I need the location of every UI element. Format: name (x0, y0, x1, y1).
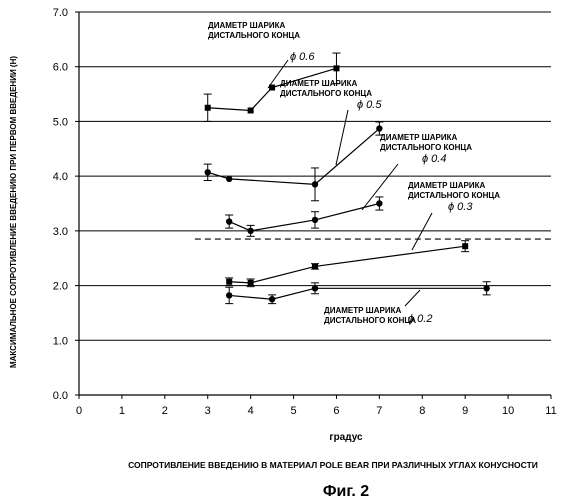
y-tick-label: 2.0 (53, 281, 68, 293)
y-tick-label: 5.0 (53, 116, 68, 128)
annotation-text: ДИАМЕТР ШАРИКА (380, 133, 457, 142)
x-tick-label: 8 (419, 405, 425, 417)
x-tick-label: 3 (205, 405, 211, 417)
data-point (376, 125, 382, 131)
annotation-diameter: ϕ 0.5 (357, 99, 382, 111)
annotation-leader (405, 290, 420, 306)
data-point (226, 218, 232, 224)
data-point (376, 200, 382, 206)
data-point (333, 65, 339, 71)
data-point (226, 292, 232, 298)
y-tick-label: 3.0 (53, 226, 68, 238)
data-point (462, 243, 468, 249)
annotation-text: ДИАМЕТР ШАРИКА (280, 79, 357, 88)
annotation-text: ДИАМЕТР ШАРИКА (408, 181, 485, 190)
data-point (247, 228, 253, 234)
x-tick-label: 11 (545, 405, 556, 417)
series-line (229, 246, 465, 283)
x-tick-label: 0 (76, 405, 82, 417)
x-tick-label: 2 (162, 405, 168, 417)
data-point (312, 263, 318, 269)
annotation-diameter: ϕ 0.6 (290, 51, 315, 63)
x-tick-label: 6 (333, 405, 339, 417)
data-point (248, 107, 254, 113)
annotation-diameter: ϕ 0.2 (408, 313, 432, 325)
data-point (205, 169, 211, 175)
y-tick-label: 7.0 (53, 7, 68, 19)
annotation-diameter: ϕ 0.3 (448, 201, 473, 213)
annotation-diameter: ϕ 0.4 (422, 153, 446, 165)
tick-labels: 0.0 1.0 2.0 3.0 4.0 5.0 6.0 7.0 0 1 2 3 4 5 6 7 8 9 10 11 (53, 7, 557, 417)
x-tick-label: 9 (462, 405, 468, 417)
annotation-text: ДИАМЕТР ШАРИКА (208, 21, 285, 30)
y-tick-label: 1.0 (53, 335, 68, 347)
y-tick-label: 6.0 (53, 62, 68, 74)
annotation-text: ДИСТАЛЬНОГО КОНЦА (280, 89, 372, 98)
annotation-text: ДИСТАЛЬНОГО КОНЦА (380, 143, 472, 152)
series-line (229, 288, 486, 299)
axes (75, 12, 551, 399)
annotation-text: ДИАМЕТР ШАРИКА (324, 306, 401, 315)
x-tick-label: 1 (119, 405, 125, 417)
annotation-text: ДИСТАЛЬНОГО КОНЦА (208, 31, 300, 40)
data-point (269, 296, 275, 302)
data-point (226, 279, 232, 285)
figure-label: Фиг. 2 (323, 483, 369, 500)
x-tick-label: 5 (290, 405, 296, 417)
annotation-text: ДИСТАЛЬНОГО КОНЦА (408, 191, 500, 200)
x-tick-label: 10 (502, 405, 514, 417)
x-tick-label: 7 (376, 405, 382, 417)
x-axis-label: градус (329, 432, 363, 443)
annotation-leader (412, 213, 432, 250)
data-point (312, 217, 318, 223)
data-point (226, 176, 232, 182)
chart-caption: СОПРОТИВЛЕНИЕ ВВЕДЕНИЮ В МАТЕРИАЛ POLE B… (128, 460, 538, 470)
data-point (483, 285, 489, 291)
y-axis-label: МАКСИМАЛЬНОЕ СОПРОТИВЛЕНИЕ ВВЕДЕНИЮ ПРИ … (9, 56, 18, 368)
series-line (229, 204, 379, 231)
annotation-text: ДИСТАЛЬНОГО КОНЦА (324, 316, 416, 325)
y-tick-label: 0.0 (53, 390, 68, 402)
x-tick-label: 4 (248, 405, 254, 417)
data-point (312, 181, 318, 187)
data-point (248, 280, 254, 286)
data-point (205, 105, 211, 111)
y-tick-label: 4.0 (53, 171, 68, 183)
data-point (312, 285, 318, 291)
